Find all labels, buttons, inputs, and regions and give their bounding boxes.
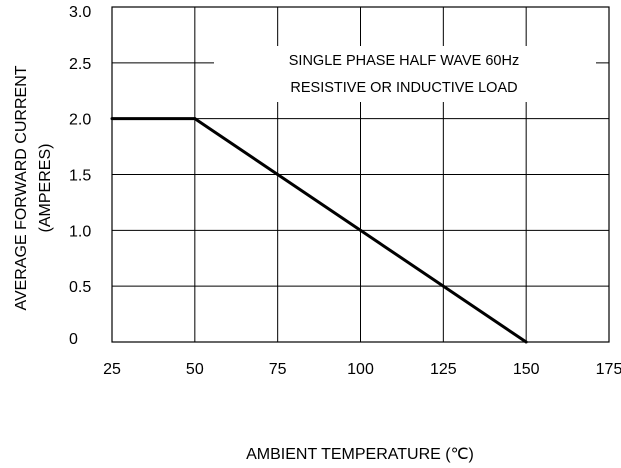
y-tick-labels: 0 0.5 1.0 1.5 2.0 2.5 3.0 [69, 4, 91, 348]
x-tick-label: 175 [596, 361, 621, 378]
x-tick-label: 75 [269, 361, 287, 378]
x-tick-label: 25 [103, 361, 121, 378]
series-layer [110, 117, 528, 344]
x-tick-label: 50 [186, 361, 204, 378]
y-tick-label: 2.5 [69, 56, 91, 73]
y-tick-label: 0 [69, 331, 78, 348]
annotation-line-1: SINGLE PHASE HALF WAVE 60Hz [289, 53, 519, 69]
y-tick-label: 0.5 [69, 279, 91, 296]
y-tick-label: 1.5 [69, 168, 91, 185]
x-tick-label: 125 [430, 361, 457, 378]
x-tick-label: 100 [347, 361, 374, 378]
data-point [193, 117, 197, 121]
y-tick-label: 3.0 [69, 4, 91, 21]
data-point [110, 117, 114, 121]
annotation-mask [214, 46, 596, 102]
x-tick-labels: 25 50 75 100 125 150 175 [103, 361, 621, 378]
y-axis-title-line-2: (AMPERES) [37, 144, 54, 233]
plot-area-frame [111, 6, 610, 343]
y-tick-label: 1.0 [69, 223, 91, 240]
x-axis-title: AMBIENT TEMPERATURE (℃) [246, 446, 474, 463]
y-axis-title-line-1: AVERAGE FORWARD CURRENT [13, 65, 30, 310]
annotation-background [214, 46, 596, 102]
data-point [524, 340, 528, 344]
x-tick-label: 150 [513, 361, 540, 378]
annotation-line-2: RESISTIVE OR INDUCTIVE LOAD [290, 80, 517, 96]
y-tick-label: 2.0 [69, 112, 91, 129]
